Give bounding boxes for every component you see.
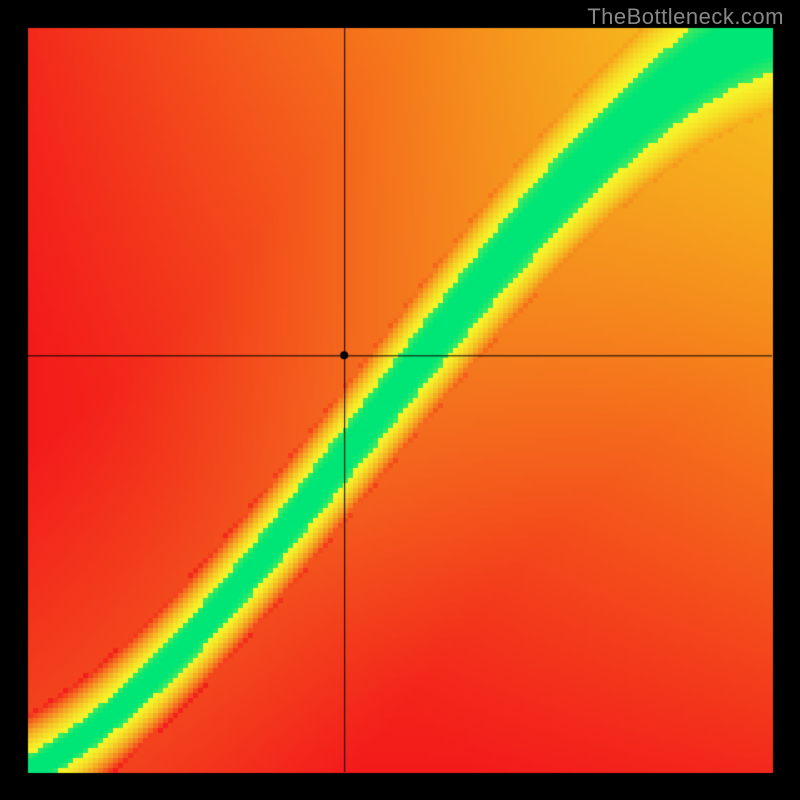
bottleneck-heatmap — [0, 0, 800, 800]
